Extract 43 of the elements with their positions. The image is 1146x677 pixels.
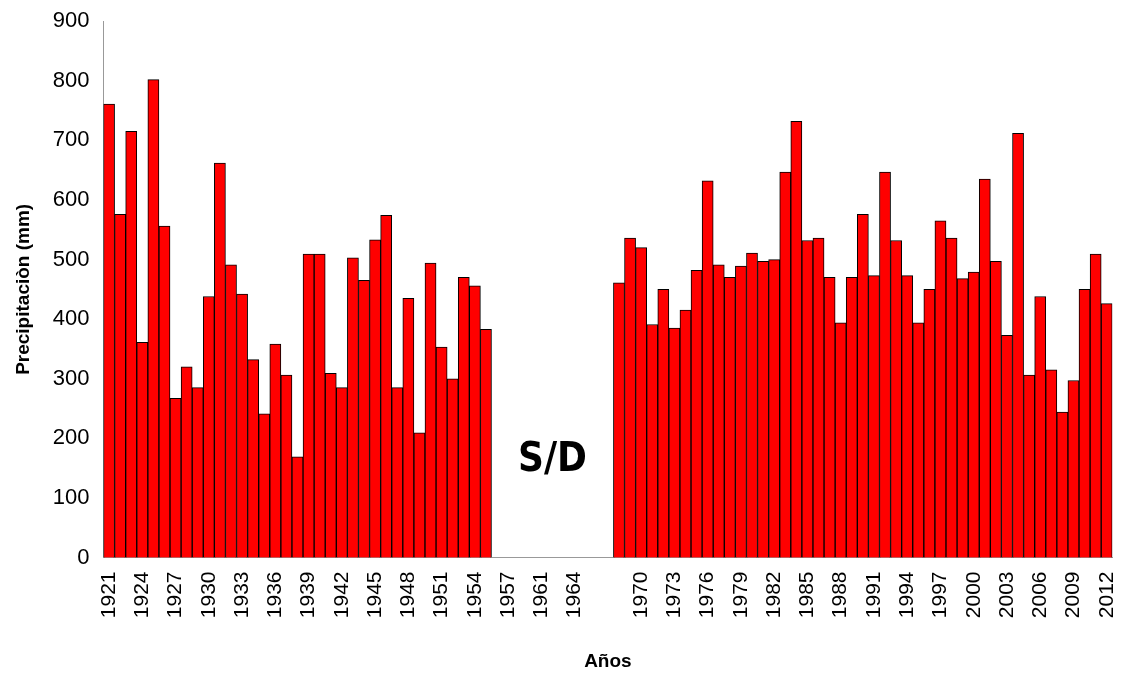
x-tick-label: 1979 (727, 571, 751, 619)
x-tick-label: 1954 (461, 571, 485, 619)
x-tick-label: 2000 (960, 571, 984, 619)
x-tick-label: 1921 (95, 571, 119, 619)
x-tick-label: 1994 (893, 571, 917, 619)
x-axis-title: Años (584, 649, 632, 671)
x-tick-label: 1942 (328, 571, 352, 619)
y-tick-label: 800 (52, 66, 90, 92)
x-tick-label: 1930 (195, 571, 219, 619)
x-tick-label: 1982 (760, 571, 784, 619)
x-tick-label: 1970 (627, 571, 651, 619)
y-tick-label: 100 (52, 483, 90, 509)
x-tick-label: 1961 (528, 571, 552, 619)
x-tick-label: 1976 (694, 571, 718, 619)
x-tick-label: 1951 (428, 571, 452, 619)
y-axis-title: Precipitaciòn (mm) (11, 203, 33, 375)
x-tick-label: 1957 (494, 571, 518, 619)
x-tick-label: 2009 (1060, 571, 1084, 619)
x-tick-label: 2006 (1027, 571, 1051, 619)
x-tick-label: 2012 (1093, 571, 1117, 619)
y-tick-label: 900 (52, 7, 90, 33)
x-tick-label: 1973 (661, 571, 685, 619)
annotation: S/D (517, 434, 587, 481)
y-tick-label: 200 (52, 424, 90, 450)
x-tick-label: 1939 (295, 571, 319, 619)
x-tick-label: 1927 (162, 571, 186, 619)
y-tick-label: 300 (52, 364, 90, 390)
x-tick-label: 1936 (262, 571, 286, 619)
x-tick-label: 1933 (228, 571, 252, 619)
x-tick-label: 1945 (361, 571, 385, 619)
x-tick-label: 1964 (561, 571, 585, 619)
x-tick-label: 1988 (827, 571, 851, 619)
y-tick-label: 700 (52, 126, 90, 152)
y-tick-label: 0 (77, 543, 90, 569)
x-tick-label: 1985 (794, 571, 818, 619)
x-tick-label: 1924 (129, 571, 153, 619)
x-tick-label: 1997 (927, 571, 951, 619)
x-tick-label: 1948 (395, 571, 419, 619)
y-tick-label: 400 (52, 305, 90, 331)
x-tick-label: 1991 (860, 571, 884, 619)
y-tick-label: 500 (52, 245, 90, 271)
y-tick-label: 600 (52, 186, 90, 212)
x-tick-label: 2003 (993, 571, 1017, 619)
